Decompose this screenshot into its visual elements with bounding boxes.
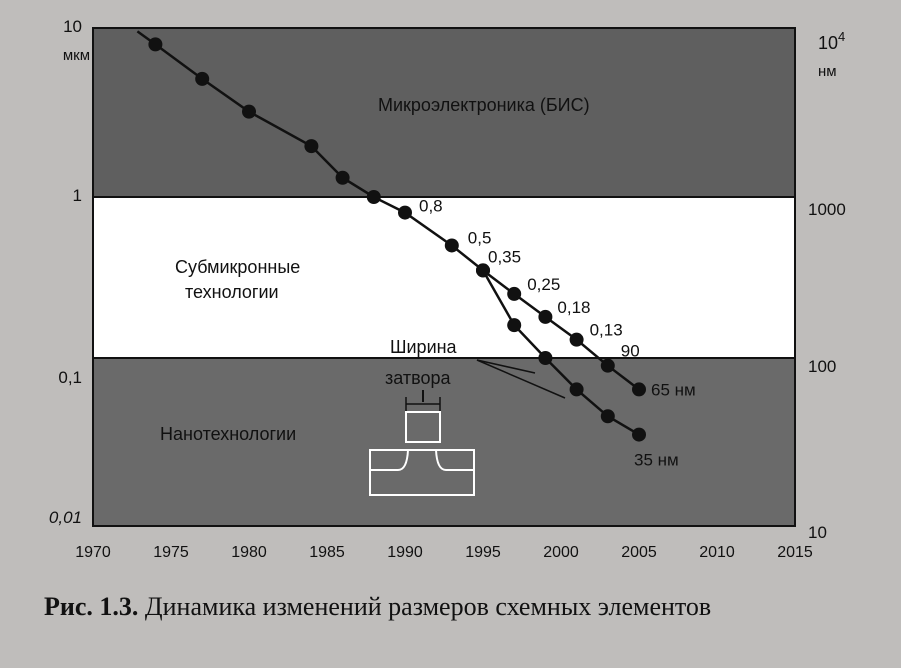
band-label-submicron-2: технологии xyxy=(185,282,279,302)
data-point xyxy=(444,238,459,253)
point-label: 0,5 xyxy=(468,228,492,247)
point-label: 0,25 xyxy=(527,275,560,294)
band-label-submicron-1: Субмикронные xyxy=(175,257,300,277)
data-point xyxy=(476,263,490,278)
chart-bands xyxy=(93,28,795,526)
gate-annotation-line2: затвора xyxy=(385,368,451,388)
data-point xyxy=(366,190,381,204)
x-tick-label: 2005 xyxy=(621,544,657,561)
gate-diagram xyxy=(369,359,566,496)
band-2 xyxy=(93,358,795,526)
data-point xyxy=(600,409,615,424)
gate-drain-region xyxy=(435,449,474,471)
y-right-tick-label: 1000 xyxy=(808,200,846,219)
point-label: 0,8 xyxy=(419,197,443,216)
y-right-top-tick: 104 xyxy=(818,29,845,53)
x-tick-label: 1970 xyxy=(75,544,111,561)
gate-electrode xyxy=(405,411,441,443)
point-label: 0,18 xyxy=(557,298,590,317)
band-label-nano: Нанотехнологии xyxy=(160,424,296,444)
x-tick-label: 1980 xyxy=(231,544,267,561)
data-point xyxy=(304,139,319,154)
x-tick-label: 2015 xyxy=(777,544,813,561)
band-label-micro: Микроэлектроника (БИС) xyxy=(378,95,590,115)
band-0 xyxy=(93,28,795,197)
data-point xyxy=(569,332,584,347)
data-point xyxy=(538,351,553,365)
data-point xyxy=(507,286,522,301)
data-point xyxy=(242,104,256,119)
chart-points xyxy=(148,37,646,442)
band-1 xyxy=(93,197,795,358)
data-point xyxy=(507,318,522,333)
data-point xyxy=(569,382,584,397)
data-point xyxy=(632,382,646,397)
gate-source-region xyxy=(370,449,409,471)
y-right-tick-label: 100 xyxy=(808,357,836,376)
gate-leader-line-1 xyxy=(476,359,536,374)
y-left-tick-label: 0,01 xyxy=(49,508,82,527)
data-point xyxy=(600,358,615,373)
x-tick-label: 1995 xyxy=(465,544,501,561)
point-label: 35 нм xyxy=(634,451,679,470)
point-label: 65 нм xyxy=(651,380,696,399)
data-point xyxy=(538,309,553,324)
point-label: 0,13 xyxy=(590,321,623,340)
y-left-unit: мкм xyxy=(63,47,90,64)
y-right-tick-label: 10 xyxy=(808,523,827,542)
x-tick-label: 1990 xyxy=(387,544,423,561)
x-tick-label: 1975 xyxy=(153,544,189,561)
data-point xyxy=(148,37,163,52)
data-point xyxy=(335,170,350,185)
gate-leader-line-2 xyxy=(476,359,566,399)
caption-prefix: Рис. 1.3. xyxy=(44,592,139,621)
x-tick-label: 2010 xyxy=(699,544,735,561)
y-left-tick-label: 0,1 xyxy=(58,368,82,387)
data-point xyxy=(632,427,646,442)
gate-substrate xyxy=(369,449,475,496)
caption-text: Динамика изменений размеров схемных элем… xyxy=(144,592,712,621)
y-left-tick-label: 10 xyxy=(63,17,82,36)
x-tick-label: 1985 xyxy=(309,544,345,561)
gate-annotation-line1: Ширина xyxy=(390,337,458,357)
plot-border xyxy=(92,27,796,527)
point-label: 90 xyxy=(621,342,640,361)
y-right-unit: нм xyxy=(818,63,837,80)
chart-frame xyxy=(92,27,796,527)
data-point xyxy=(195,71,210,86)
figure-caption: Рис. 1.3. Динамика изменений размеров сх… xyxy=(44,592,711,622)
y-left-tick-label: 1 xyxy=(73,186,82,205)
point-label: 0,35 xyxy=(488,247,521,266)
chart-texts: 1970 1975 1980 1985 1990 1995 2000 2005 2010 2015… xyxy=(49,17,846,561)
x-tick-label: 2000 xyxy=(543,544,579,561)
data-point xyxy=(398,205,412,220)
